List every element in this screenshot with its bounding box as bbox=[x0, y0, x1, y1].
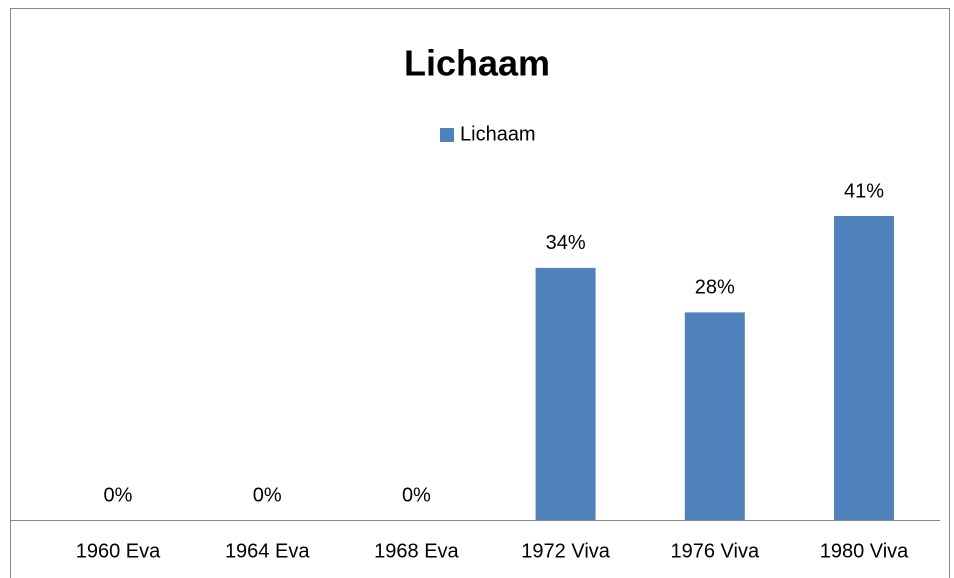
x-tick-label: 1980 Viva bbox=[820, 540, 909, 562]
x-tick-label: 1964 Eva bbox=[225, 540, 310, 562]
x-tick-label: 1972 Viva bbox=[521, 540, 610, 562]
bar bbox=[834, 216, 894, 520]
legend-swatch bbox=[440, 128, 454, 142]
data-label: 28% bbox=[695, 277, 735, 299]
bar bbox=[684, 312, 745, 520]
data-label: 0% bbox=[402, 484, 431, 506]
legend-label: Lichaam bbox=[460, 123, 536, 145]
bar bbox=[535, 267, 596, 520]
x-tick-label: 1976 Viva bbox=[671, 540, 760, 562]
data-label: 41% bbox=[844, 180, 884, 202]
x-tick-label: 1968 Eva bbox=[374, 540, 459, 562]
x-tick-label: 1960 Eva bbox=[76, 540, 161, 562]
chart-title: Lichaam bbox=[404, 43, 550, 84]
data-label: 0% bbox=[104, 484, 133, 506]
data-label: 34% bbox=[546, 232, 586, 254]
data-label: 0% bbox=[253, 484, 282, 506]
chart-frame bbox=[10, 8, 950, 578]
